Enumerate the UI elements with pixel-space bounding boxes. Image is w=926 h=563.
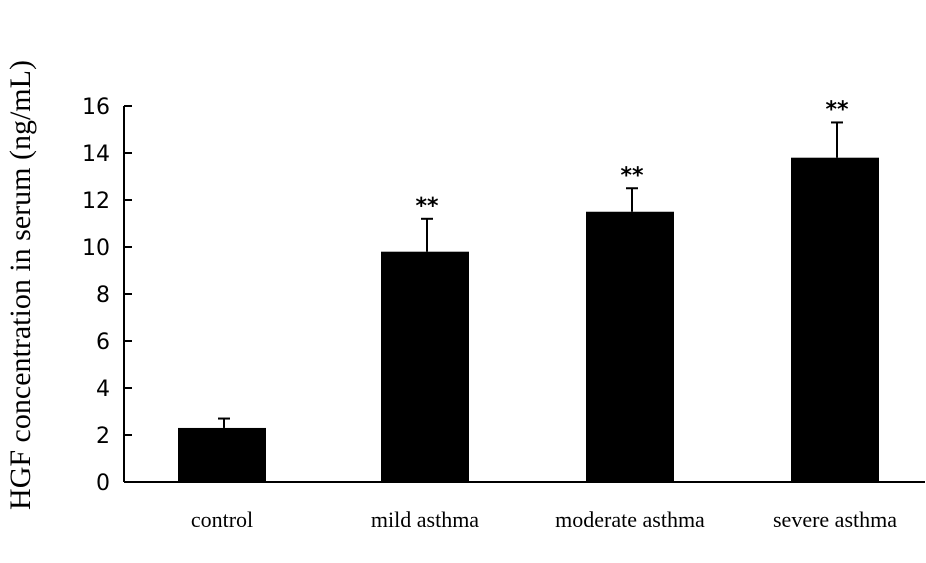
y-tick-label: 10: [82, 236, 110, 261]
y-tick-label: 12: [82, 189, 110, 214]
y-tick-label: 2: [96, 424, 110, 449]
y-tick-label: 8: [96, 283, 110, 308]
y-tick-label: 16: [82, 95, 110, 120]
x-category-label: severe asthma: [773, 507, 897, 532]
significance-label: **: [825, 97, 849, 122]
bar: [178, 427, 266, 482]
x-category-label: control: [191, 507, 253, 532]
y-tick-label: 0: [96, 471, 110, 496]
x-category-label: moderate asthma: [555, 507, 705, 532]
significance-label: **: [620, 163, 644, 188]
y-axis-title: HGF concentration in serum (ng/mL): [4, 60, 37, 510]
y-tick-label: 14: [82, 142, 110, 167]
bar: [586, 211, 674, 482]
significance-label: **: [415, 194, 439, 219]
y-tick-label: 4: [96, 377, 110, 402]
bar: [791, 157, 879, 482]
y-tick-label: 6: [96, 330, 110, 355]
bar: [381, 251, 469, 482]
x-category-label: mild asthma: [371, 507, 479, 532]
